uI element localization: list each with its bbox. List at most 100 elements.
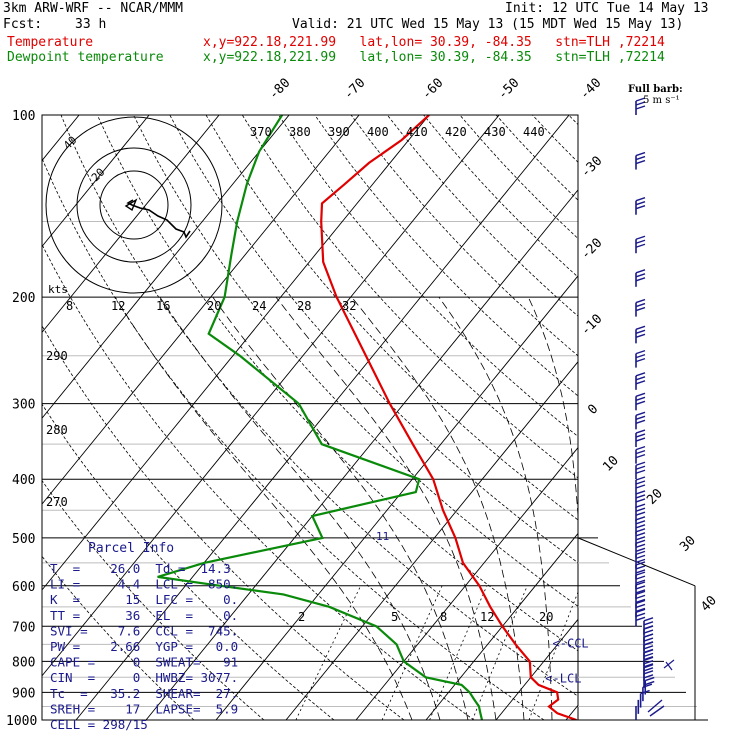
isotherm-line	[636, 115, 740, 720]
init-time: Init: 12 UTC Tue 14 May 13	[505, 1, 709, 16]
moist-adiabat-label: 28	[297, 299, 311, 313]
parcel-info-row: LI = 4.4 LCL = 850.	[50, 577, 238, 592]
wind-barb	[635, 528, 646, 546]
moist-adiabat-label: 32	[342, 299, 356, 313]
isotherm-label: -40	[577, 76, 604, 103]
dewpoint-location: x,y=922.18,221.99 lat,lon= 30.39, -84.35…	[203, 50, 665, 65]
isotherm-line	[42, 115, 220, 334]
wind-barb	[635, 298, 646, 317]
moist-adiabat-line	[114, 296, 413, 720]
storm-motion-icon	[124, 198, 138, 212]
dewpoint-legend: Dewpoint temperature	[7, 50, 164, 65]
level-annotation: <-LCL	[545, 671, 581, 685]
pressure-tick-label: 100	[12, 109, 35, 124]
wind-barb	[635, 429, 646, 448]
dry-adiabat-line	[605, 115, 740, 720]
hodograph-trace	[126, 199, 191, 239]
mixing-ratio-line	[295, 585, 362, 720]
isotherm-label: -50	[495, 76, 522, 103]
wind-barb	[635, 392, 646, 411]
isotherm-line	[215, 275, 578, 720]
theta-label: 420	[445, 125, 467, 139]
theta-label: 370	[250, 125, 272, 139]
forecast-hours: 33 h	[75, 17, 107, 32]
moist-adiabat-label: 20	[207, 299, 221, 313]
parcel-info-row: SVI = 7.6 CCL = 745.	[50, 623, 238, 638]
isotherm-line	[42, 115, 290, 419]
pressure-tick-label: 600	[12, 580, 35, 595]
surface-wind-barb	[647, 699, 665, 717]
moist-adiabat-label: 16	[156, 299, 170, 313]
moist-adiabat-line	[351, 296, 525, 720]
moist-adiabat-line	[438, 296, 553, 720]
dry-adiabat-line	[42, 479, 265, 720]
isotherm-label: -20	[578, 236, 605, 263]
dry-adiabat-line	[96, 115, 578, 652]
temperature-location: x,y=922.18,221.99 lat,lon= 30.39, -84.35…	[203, 35, 665, 50]
wind-barb	[635, 197, 646, 215]
wind-barb	[644, 676, 655, 695]
dry-adiabat-line	[42, 243, 475, 720]
dry-adiabat-line	[42, 403, 335, 720]
mixing-ratio-label: 12	[480, 610, 494, 624]
theta-label: 290	[46, 349, 68, 363]
wind-barb	[635, 445, 646, 464]
isotherm-label: 20	[644, 486, 666, 508]
level-annotation: <-CCL	[553, 637, 589, 651]
moist-adiabat-label: 12	[111, 299, 125, 313]
isotherm-line	[425, 532, 578, 720]
isotherm-line	[0, 115, 9, 720]
theta-label: 430	[484, 125, 506, 139]
isotherm-label: 0	[585, 402, 601, 418]
moist-adiabat-label: 24	[252, 299, 266, 313]
parcel-info-row: CIN = 0 HWBZ= 3077.	[50, 670, 238, 685]
wind-barb	[635, 461, 646, 480]
hodograph-ring	[76, 147, 192, 263]
isotherm-label: -10	[578, 312, 605, 339]
mixing-ratio-label: 20	[539, 610, 553, 624]
parcel-info-row: PW = 2.66 YGP = 0.0	[50, 639, 238, 654]
dewpoint-profile	[157, 115, 484, 720]
dry-adiabat-line	[169, 115, 578, 564]
wind-barb	[635, 490, 646, 508]
freezing-level-mark: 11	[376, 530, 389, 543]
hodograph-ring	[99, 170, 169, 240]
model-title: 3km ARW-WRF -- NCAR/MMM	[3, 1, 184, 16]
isotherm-label: 10	[600, 453, 622, 475]
pressure-tick-label: 800	[12, 655, 35, 670]
isotherm-line	[355, 446, 578, 720]
pressure-tick-label: 900	[12, 686, 35, 701]
theta-label: 270	[46, 495, 68, 509]
isotherm-label: -60	[419, 76, 446, 103]
pressure-tick-label: 700	[12, 620, 35, 635]
isotherm-line	[285, 361, 578, 720]
wind-barb	[635, 151, 646, 170]
theta-label: 380	[289, 125, 311, 139]
mixing-ratio-label: 5	[391, 610, 398, 624]
theta-label: 410	[406, 125, 428, 139]
parcel-info-row: T = 26.0 Td = 14.3	[50, 561, 231, 576]
parcel-info-row: SREH = 17 LAPSE= 5.9	[50, 701, 238, 716]
wind-barb	[635, 476, 646, 494]
mixing-ratio-line	[381, 585, 443, 720]
wind-barb	[635, 503, 646, 522]
isotherm-label: 30	[677, 533, 699, 555]
parcel-info-row: Tc = 35.2 SHEAR= 27.	[50, 686, 238, 701]
isotherm-line	[145, 189, 578, 720]
wind-barb	[643, 617, 654, 635]
isotherm-line	[42, 115, 360, 505]
parcel-info-row: CELL = 298/15	[50, 717, 148, 732]
hodograph-unit-label: kts	[48, 283, 68, 296]
wind-barb	[635, 325, 646, 344]
moist-adiabat-line	[212, 296, 469, 720]
theta-label: 280	[46, 423, 68, 437]
hodograph-ring-label: 20	[89, 166, 108, 185]
wind-legend-unit: 5 m s⁻¹	[643, 95, 680, 106]
pressure-tick-label: 400	[12, 473, 35, 488]
isotherm-line	[42, 115, 150, 248]
isotherm-label: -80	[266, 76, 293, 103]
mixing-ratio-line	[429, 585, 488, 720]
wind-barb	[635, 372, 646, 390]
wind-barb	[635, 516, 646, 534]
